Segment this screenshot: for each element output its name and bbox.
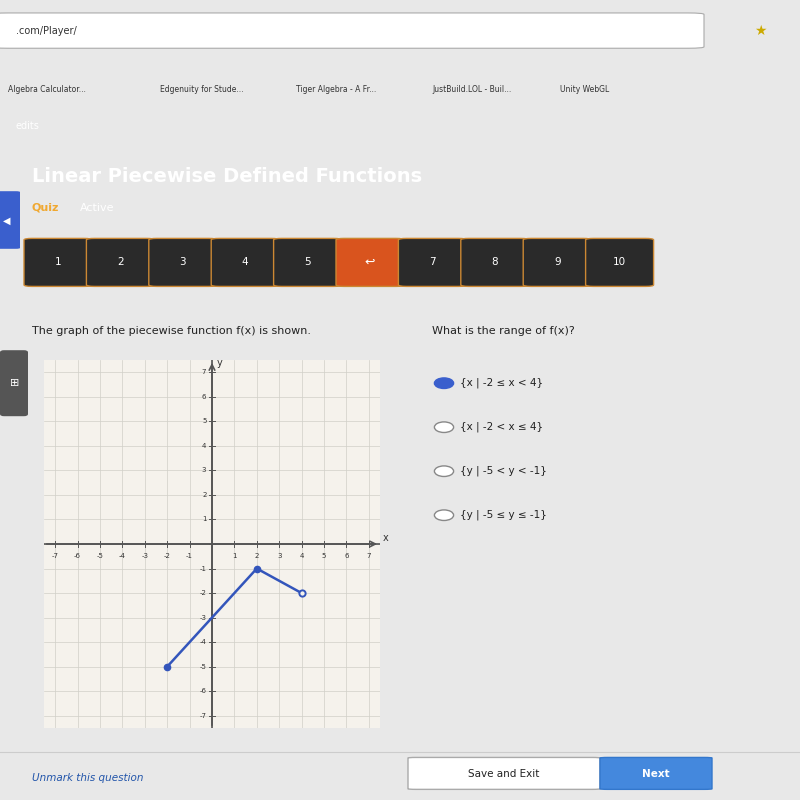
Text: {x | -2 < x ≤ 4}: {x | -2 < x ≤ 4} [460, 422, 543, 433]
Text: ★: ★ [754, 24, 766, 38]
Text: 10: 10 [613, 258, 626, 267]
Text: -7: -7 [52, 553, 58, 558]
Text: Algebra Calculator...: Algebra Calculator... [8, 86, 86, 94]
Text: 4: 4 [299, 553, 304, 558]
FancyBboxPatch shape [0, 13, 704, 48]
FancyBboxPatch shape [0, 191, 20, 249]
Text: Next: Next [642, 769, 670, 778]
Text: ⊞: ⊞ [10, 378, 19, 388]
Text: The graph of the piecewise function f(x) is shown.: The graph of the piecewise function f(x)… [32, 326, 311, 336]
Text: -3: -3 [199, 614, 206, 621]
Text: ◀: ◀ [2, 216, 10, 226]
FancyBboxPatch shape [149, 238, 217, 286]
FancyBboxPatch shape [586, 238, 654, 286]
Text: 7: 7 [366, 553, 371, 558]
FancyBboxPatch shape [336, 238, 404, 286]
Text: 2: 2 [202, 492, 206, 498]
Text: 2: 2 [117, 258, 124, 267]
FancyBboxPatch shape [461, 238, 529, 286]
Text: 6: 6 [202, 394, 206, 400]
Text: -4: -4 [199, 639, 206, 645]
Text: 9: 9 [554, 258, 561, 267]
Text: 5: 5 [304, 258, 311, 267]
Text: -6: -6 [199, 688, 206, 694]
Text: Quiz: Quiz [32, 203, 59, 213]
Text: Save and Exit: Save and Exit [468, 769, 540, 778]
Text: {y | -5 ≤ y ≤ -1}: {y | -5 ≤ y ≤ -1} [460, 510, 547, 521]
Circle shape [434, 378, 454, 389]
Text: -5: -5 [97, 553, 103, 558]
Text: 6: 6 [344, 553, 349, 558]
Text: -4: -4 [119, 553, 126, 558]
FancyBboxPatch shape [86, 238, 154, 286]
Text: -5: -5 [199, 664, 206, 670]
Text: Active: Active [80, 203, 114, 213]
Circle shape [434, 466, 454, 477]
Text: 8: 8 [491, 258, 498, 267]
Text: -3: -3 [142, 553, 148, 558]
Text: -1: -1 [186, 553, 193, 558]
Text: 4: 4 [242, 258, 249, 267]
FancyBboxPatch shape [523, 238, 591, 286]
Text: 1: 1 [232, 553, 237, 558]
FancyBboxPatch shape [398, 238, 466, 286]
Text: -7: -7 [199, 713, 206, 718]
Text: Unity WebGL: Unity WebGL [560, 86, 610, 94]
Text: 5: 5 [322, 553, 326, 558]
FancyBboxPatch shape [24, 238, 92, 286]
Text: Linear Piecewise Defined Functions: Linear Piecewise Defined Functions [32, 166, 422, 186]
Text: Unmark this question: Unmark this question [32, 773, 143, 782]
Text: What is the range of f(x)?: What is the range of f(x)? [432, 326, 574, 336]
Text: x: x [382, 533, 388, 543]
Text: 7: 7 [202, 370, 206, 375]
FancyBboxPatch shape [274, 238, 342, 286]
Text: Edgenuity for Stude...: Edgenuity for Stude... [160, 86, 243, 94]
Text: {x | -2 ≤ x < 4}: {x | -2 ≤ x < 4} [460, 378, 543, 389]
Text: Tiger Algebra - A Fr...: Tiger Algebra - A Fr... [296, 86, 376, 94]
Text: 3: 3 [179, 258, 186, 267]
Text: edits: edits [16, 121, 40, 131]
FancyBboxPatch shape [0, 350, 28, 416]
Text: ↩: ↩ [365, 256, 375, 269]
Text: -1: -1 [199, 566, 206, 571]
Text: 1: 1 [54, 258, 62, 267]
FancyBboxPatch shape [408, 758, 600, 790]
Text: 1: 1 [202, 517, 206, 522]
Circle shape [434, 510, 454, 521]
FancyBboxPatch shape [211, 238, 279, 286]
Circle shape [434, 422, 454, 433]
Text: .com/Player/: .com/Player/ [16, 26, 77, 36]
Text: 5: 5 [202, 418, 206, 424]
Text: -2: -2 [164, 553, 170, 558]
Text: 7: 7 [429, 258, 436, 267]
Text: -6: -6 [74, 553, 81, 558]
FancyBboxPatch shape [600, 758, 712, 790]
Text: 4: 4 [202, 443, 206, 449]
Text: JustBuild.LOL - Buil...: JustBuild.LOL - Buil... [432, 86, 511, 94]
Text: 3: 3 [202, 467, 206, 474]
Text: -2: -2 [199, 590, 206, 596]
Text: 3: 3 [277, 553, 282, 558]
Text: 2: 2 [254, 553, 259, 558]
Text: y: y [217, 358, 222, 367]
Text: {y | -5 < y < -1}: {y | -5 < y < -1} [460, 466, 547, 477]
